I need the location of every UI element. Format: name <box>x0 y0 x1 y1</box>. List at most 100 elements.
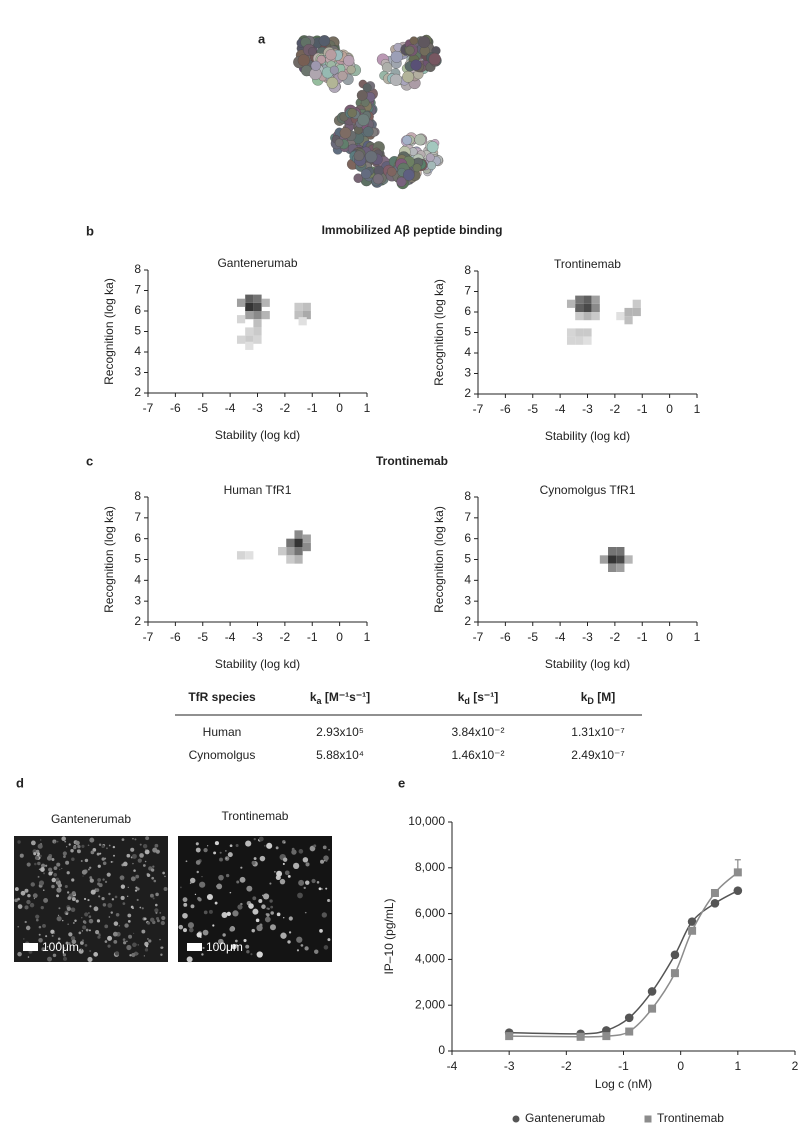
speck <box>280 932 287 939</box>
speck <box>81 939 85 942</box>
speck <box>155 892 159 897</box>
atom <box>402 135 412 146</box>
y-tick-label: 5 <box>464 325 471 339</box>
speck <box>89 878 94 883</box>
atom <box>426 141 439 153</box>
speck <box>14 898 18 903</box>
speck <box>160 920 165 926</box>
speck <box>62 919 64 922</box>
speck <box>123 941 127 945</box>
speck <box>101 844 105 849</box>
heat-cell <box>591 303 600 312</box>
speck <box>144 941 149 947</box>
speck <box>146 873 151 878</box>
atom <box>353 150 365 162</box>
speck <box>226 911 231 917</box>
speck <box>207 845 209 847</box>
speck <box>59 868 61 871</box>
speck <box>38 880 45 886</box>
marker <box>670 950 680 960</box>
heat-cell <box>245 551 254 560</box>
y-tick-label: 5 <box>464 552 471 566</box>
heat-cell <box>575 303 584 312</box>
heat-cell <box>245 294 254 303</box>
heat-cell <box>245 327 254 336</box>
speck <box>101 897 105 901</box>
speck <box>302 857 309 863</box>
x-tick-label: -2 <box>280 630 291 644</box>
speck <box>113 939 118 944</box>
heat-cell <box>616 312 625 321</box>
speck <box>82 875 84 877</box>
speck <box>328 899 331 902</box>
atom <box>414 134 426 146</box>
speck <box>287 874 291 878</box>
speck <box>145 836 150 841</box>
speck <box>139 843 142 846</box>
header-symbol: k <box>310 690 317 704</box>
atom <box>308 47 317 56</box>
speck <box>269 924 276 931</box>
speck <box>319 928 323 933</box>
speck <box>150 868 155 872</box>
y-axis-label: Recognition (log ka) <box>432 279 446 386</box>
speck <box>288 931 292 934</box>
speck <box>252 908 259 915</box>
speck <box>114 895 118 899</box>
y-tick-label: 7 <box>134 283 141 297</box>
atom <box>362 83 372 93</box>
speck <box>104 940 108 943</box>
header-symbol: k <box>581 690 588 704</box>
y-tick-label: 8 <box>134 262 141 276</box>
speck <box>132 932 135 935</box>
speck <box>298 849 304 854</box>
marker <box>648 1004 657 1013</box>
speck <box>144 948 149 952</box>
y-tick-label: 2,000 <box>415 997 445 1011</box>
heat-cell <box>236 335 246 344</box>
heat-cell <box>575 295 584 304</box>
speck <box>26 899 31 905</box>
x-tick-label: 1 <box>694 630 701 644</box>
speck <box>67 923 69 925</box>
speck <box>29 902 35 908</box>
speck <box>186 956 193 963</box>
speck <box>47 956 52 962</box>
atom <box>365 150 378 163</box>
speck <box>17 897 20 901</box>
x-tick-label: -6 <box>170 401 181 415</box>
atom <box>425 153 435 162</box>
heat-cell <box>608 547 617 556</box>
speck <box>98 883 103 888</box>
speck <box>127 920 131 923</box>
y-tick-label: 7 <box>464 284 471 298</box>
speck <box>147 938 149 940</box>
speck <box>316 881 320 884</box>
speck <box>105 847 108 850</box>
speck <box>32 849 37 854</box>
speck <box>146 921 151 925</box>
atom <box>357 113 370 126</box>
speck <box>132 942 137 948</box>
speck <box>65 941 69 945</box>
speck <box>288 916 293 921</box>
x-tick-label: -2 <box>610 630 621 644</box>
speck <box>78 948 84 954</box>
speck <box>142 864 146 867</box>
speck <box>131 853 137 859</box>
speck <box>97 878 102 882</box>
heat-cell <box>253 294 262 303</box>
speck <box>236 880 240 884</box>
speck <box>213 851 217 855</box>
speck <box>96 852 100 856</box>
speck <box>88 929 91 932</box>
table-cell: 1.31x10⁻⁷ <box>571 725 624 739</box>
speck <box>27 893 31 898</box>
speck <box>163 887 168 892</box>
atom <box>326 77 339 89</box>
speck <box>253 857 257 860</box>
speck <box>126 944 132 951</box>
heat-cell <box>245 335 254 344</box>
micrograph-label: Gantenerumab <box>51 812 131 826</box>
speck <box>256 924 263 932</box>
